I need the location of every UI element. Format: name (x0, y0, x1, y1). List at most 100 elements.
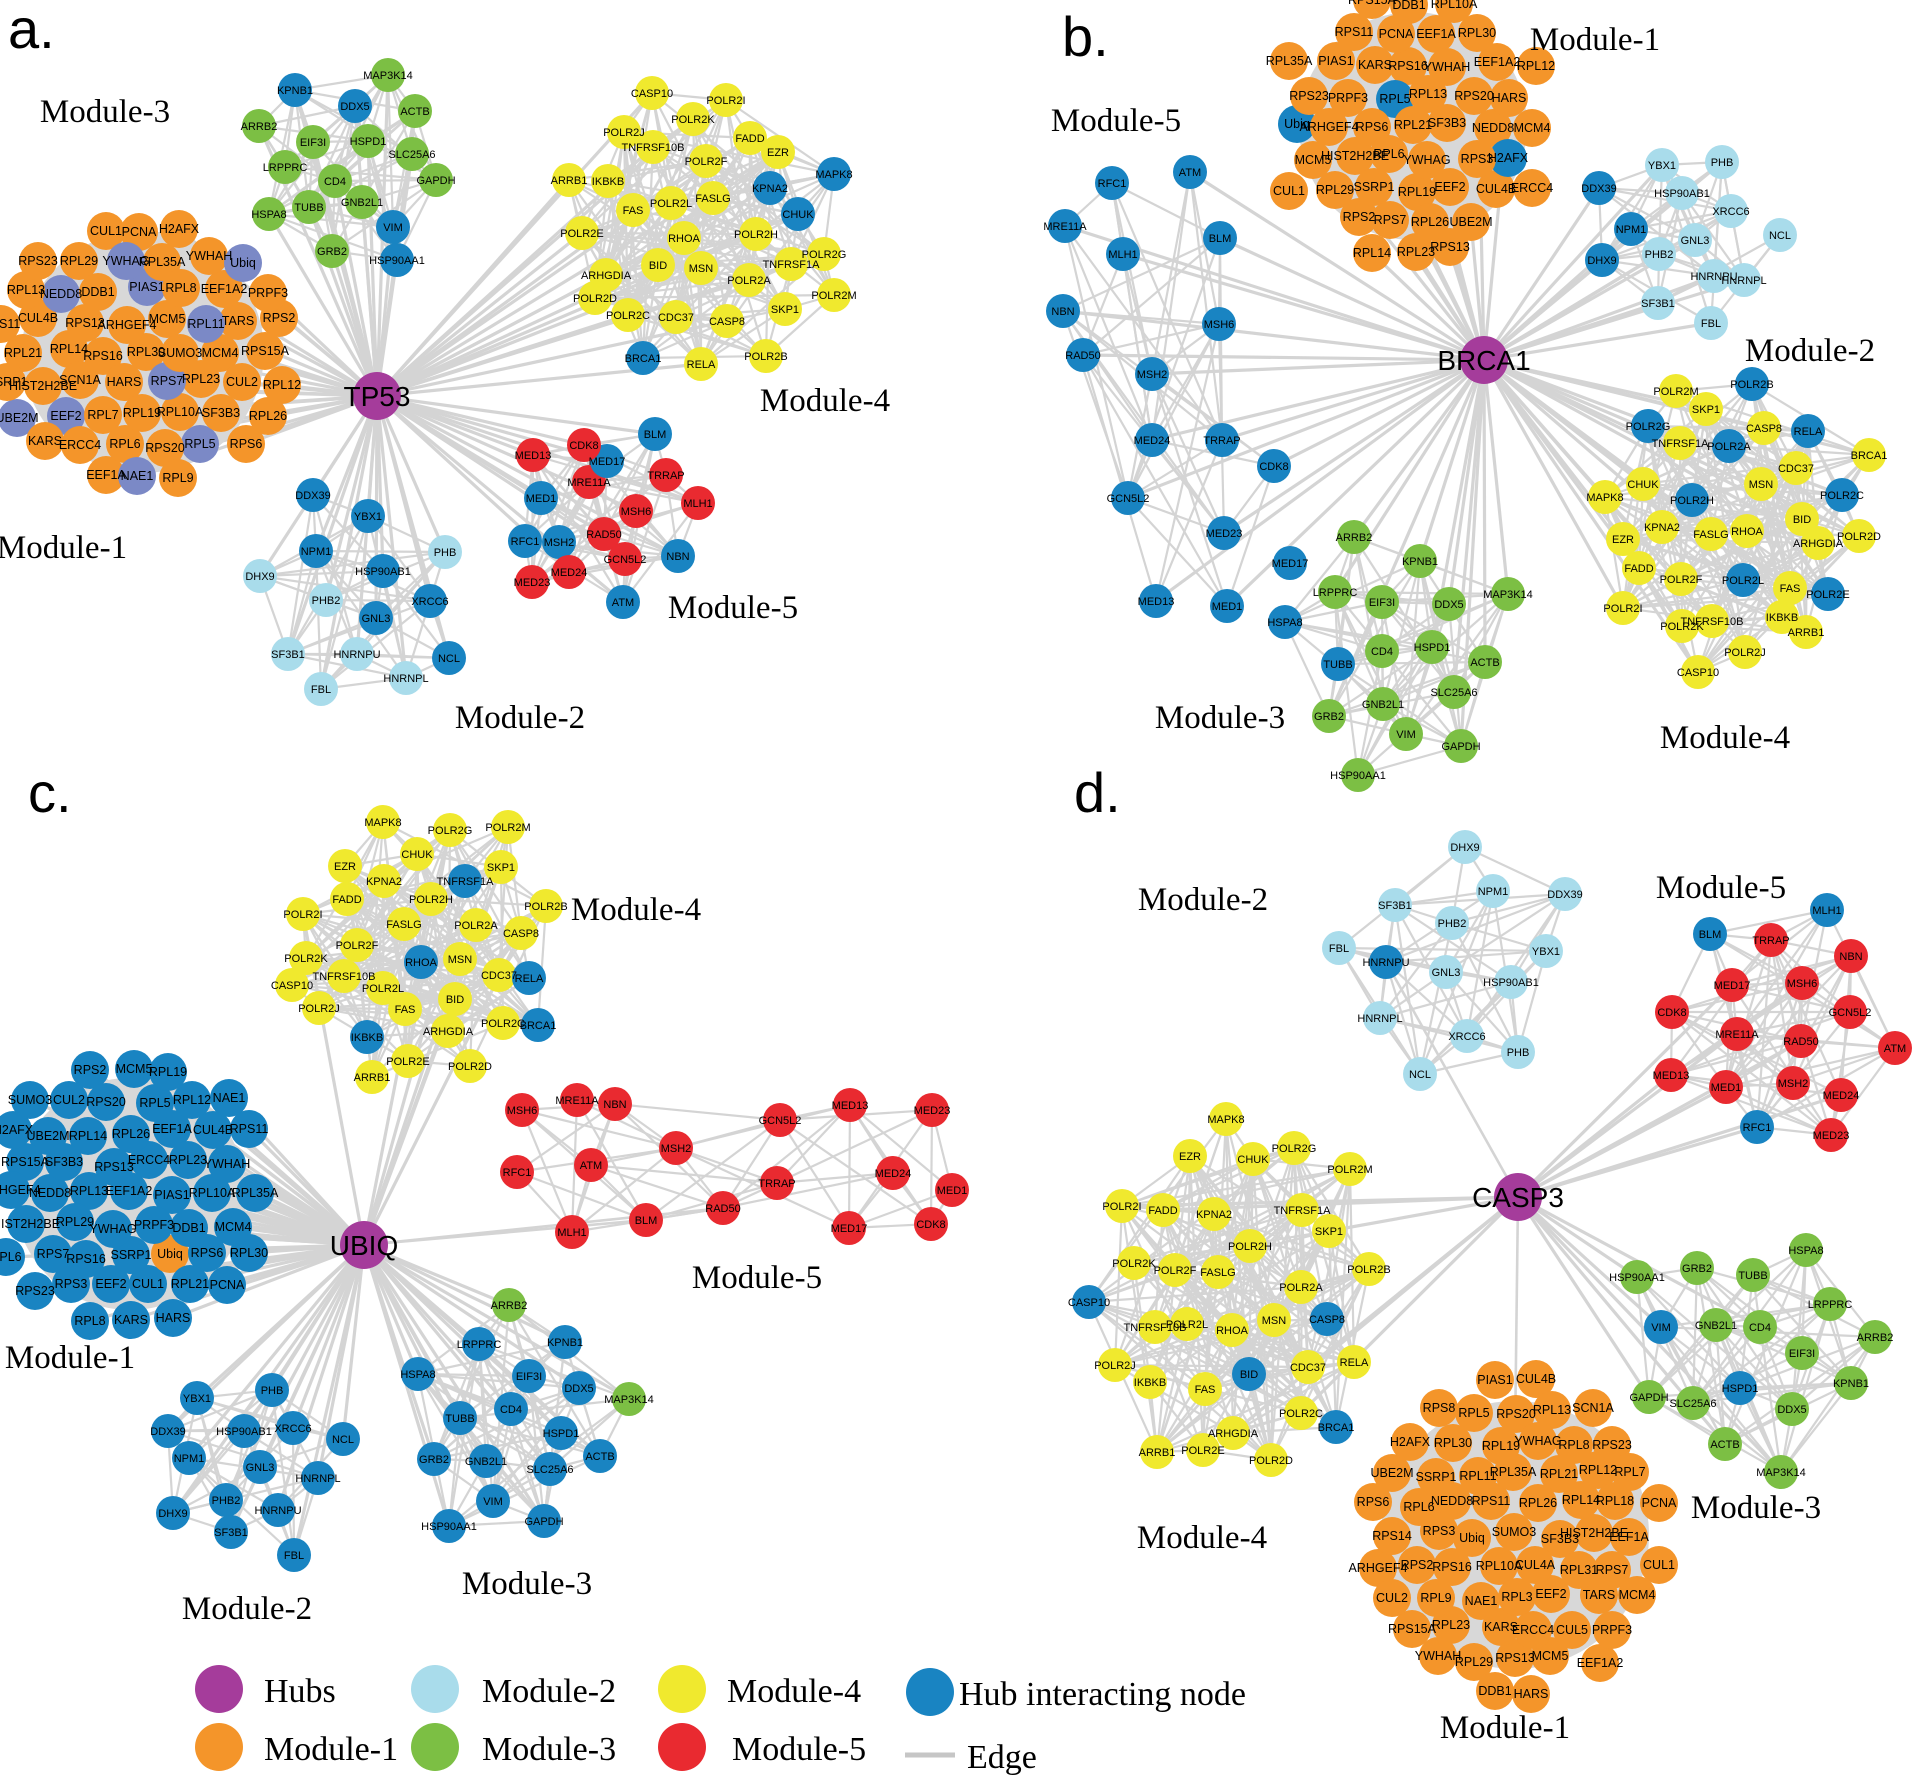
svg-text:RPS7: RPS7 (151, 374, 184, 388)
svg-text:a.: a. (8, 0, 55, 60)
svg-text:POLR2D: POLR2D (573, 293, 617, 305)
svg-text:SSRP1: SSRP1 (111, 1248, 152, 1262)
svg-text:NBN: NBN (666, 551, 689, 563)
svg-text:BLM: BLM (644, 429, 667, 441)
svg-text:GCN5L2: GCN5L2 (604, 554, 647, 566)
svg-text:Module-4: Module-4 (760, 383, 890, 419)
svg-text:SF3B1: SF3B1 (1641, 298, 1675, 310)
svg-text:HNRNPL: HNRNPL (383, 673, 428, 685)
svg-text:RELA: RELA (687, 359, 716, 371)
svg-text:RFC1: RFC1 (1098, 178, 1127, 190)
svg-text:XRCC6: XRCC6 (411, 596, 448, 608)
svg-text:RPL35A: RPL35A (139, 255, 186, 269)
svg-text:SUMO3: SUMO3 (158, 346, 203, 360)
svg-text:MSH6: MSH6 (1204, 319, 1235, 331)
svg-text:KARS: KARS (1358, 58, 1392, 72)
svg-text:HIST2H2BE: HIST2H2BE (9, 379, 77, 393)
svg-text:NEDD8: NEDD8 (29, 1186, 71, 1200)
svg-text:ARRB2: ARRB2 (1857, 1332, 1894, 1344)
svg-text:CD4: CD4 (324, 176, 346, 188)
svg-text:RPS14: RPS14 (1372, 1529, 1412, 1543)
svg-text:RPL12: RPL12 (1579, 1463, 1617, 1477)
svg-text:Module-4: Module-4 (1660, 720, 1790, 756)
svg-text:PHB: PHB (434, 547, 457, 559)
svg-text:YBX1: YBX1 (1532, 946, 1560, 958)
svg-text:HNRNPU: HNRNPU (1690, 271, 1737, 283)
svg-text:d.: d. (1074, 761, 1121, 824)
svg-text:RPL5: RPL5 (139, 1096, 170, 1110)
svg-text:GNL3: GNL3 (1681, 235, 1710, 247)
svg-text:RPS7: RPS7 (37, 1247, 70, 1261)
svg-text:RPS20: RPS20 (1496, 1407, 1536, 1421)
svg-text:MAPK8: MAPK8 (1586, 492, 1623, 504)
svg-text:POLR2A: POLR2A (1279, 1282, 1323, 1294)
svg-text:MED17: MED17 (1714, 980, 1751, 992)
svg-text:SF3B1: SF3B1 (271, 649, 305, 661)
svg-text:GAPDH: GAPDH (1629, 1392, 1668, 1404)
svg-text:DDX39: DDX39 (295, 490, 330, 502)
svg-text:RPL9: RPL9 (162, 471, 193, 485)
svg-text:Module-1: Module-1 (1440, 1710, 1570, 1746)
svg-text:TARS: TARS (1583, 1588, 1615, 1602)
svg-text:POLR2L: POLR2L (1722, 575, 1764, 587)
svg-text:BLM: BLM (635, 1215, 658, 1227)
svg-text:ARRB2: ARRB2 (1336, 532, 1373, 544)
svg-text:KARS: KARS (28, 434, 62, 448)
svg-text:GAPDH: GAPDH (524, 1516, 563, 1528)
svg-text:RPL11: RPL11 (1459, 1469, 1496, 1483)
svg-text:SSRP1: SSRP1 (1354, 180, 1395, 194)
svg-text:ARRB2: ARRB2 (491, 1300, 528, 1312)
svg-text:POLR2L: POLR2L (362, 983, 404, 995)
svg-text:TNFRSF1A: TNFRSF1A (1274, 1205, 1332, 1217)
svg-text:RPS16: RPS16 (83, 349, 123, 363)
svg-text:CDK8: CDK8 (1657, 1007, 1686, 1019)
svg-text:KPNB1: KPNB1 (1402, 556, 1438, 568)
svg-text:CD4: CD4 (500, 1404, 522, 1416)
svg-text:POLR2A: POLR2A (454, 920, 498, 932)
svg-text:DDB1: DDB1 (1392, 0, 1425, 12)
svg-text:CASP8: CASP8 (1309, 1314, 1345, 1326)
svg-text:POLR2F: POLR2F (1154, 1265, 1197, 1277)
svg-text:POLR2B: POLR2B (524, 901, 567, 913)
svg-text:RELA: RELA (515, 973, 544, 985)
svg-text:RPL8: RPL8 (1558, 1438, 1589, 1452)
svg-text:b.: b. (1062, 5, 1109, 68)
svg-text:ARRB1: ARRB1 (551, 175, 588, 187)
svg-text:RHOA: RHOA (1216, 1325, 1248, 1337)
svg-text:MED13: MED13 (832, 1100, 869, 1112)
svg-text:Module-5: Module-5 (1656, 870, 1786, 906)
svg-text:FASLG: FASLG (1200, 1267, 1235, 1279)
svg-text:POLR2J: POLR2J (1724, 647, 1766, 659)
svg-text:SF3B1: SF3B1 (214, 1527, 248, 1539)
svg-text:SLC25A6: SLC25A6 (1430, 687, 1477, 699)
svg-text:KPNA2: KPNA2 (752, 183, 788, 195)
svg-text:DDX39: DDX39 (150, 1426, 185, 1438)
svg-text:FADD: FADD (1624, 563, 1653, 575)
svg-text:MED23: MED23 (914, 1105, 951, 1117)
svg-text:CUL1: CUL1 (1273, 184, 1305, 198)
svg-text:SCN1A: SCN1A (1572, 1401, 1614, 1415)
svg-text:RPL19: RPL19 (1482, 1439, 1520, 1453)
svg-text:MCM5: MCM5 (149, 312, 186, 326)
svg-text:POLR2B: POLR2B (1347, 1264, 1390, 1276)
svg-text:RPL23: RPL23 (169, 1153, 207, 1167)
svg-text:RPS13: RPS13 (1430, 240, 1470, 254)
svg-text:MRE11A: MRE11A (555, 1095, 599, 1107)
svg-text:BRCA1: BRCA1 (625, 353, 662, 365)
svg-text:RPS20: RPS20 (1454, 89, 1494, 103)
svg-text:DDX39: DDX39 (1581, 183, 1616, 195)
svg-text:MSN: MSN (1262, 1315, 1287, 1327)
svg-text:NBN: NBN (1051, 306, 1074, 318)
svg-text:EZR: EZR (1179, 1151, 1201, 1163)
svg-text:KPNB1: KPNB1 (277, 85, 313, 97)
svg-text:NPM1: NPM1 (301, 546, 332, 558)
svg-text:TNFRSF10B: TNFRSF10B (313, 971, 376, 983)
svg-text:MCM5: MCM5 (1532, 1649, 1569, 1663)
svg-text:YBX1: YBX1 (354, 511, 382, 523)
svg-text:KPNB1: KPNB1 (1833, 1378, 1869, 1390)
svg-text:HSP90AB1: HSP90AB1 (1654, 188, 1710, 200)
svg-text:ARHGDIA: ARHGDIA (581, 270, 632, 282)
svg-text:LRPPRC: LRPPRC (457, 1339, 502, 1351)
svg-text:GNB2L1: GNB2L1 (341, 197, 383, 209)
svg-text:RPL23: RPL23 (182, 372, 220, 386)
